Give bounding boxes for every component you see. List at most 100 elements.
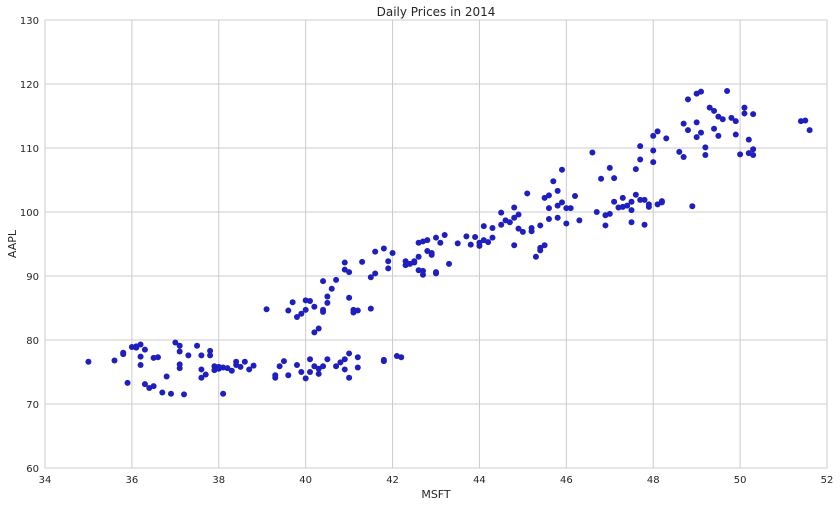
data-point xyxy=(124,379,131,386)
data-point xyxy=(684,127,691,134)
data-point xyxy=(637,143,644,150)
plot-area xyxy=(44,19,828,469)
y-tick-labels: 60 70 80 90 100 110 120 130 xyxy=(20,16,39,475)
data-point xyxy=(558,166,565,173)
data-point xyxy=(111,357,118,364)
data-point xyxy=(380,356,387,363)
data-point xyxy=(684,96,691,103)
data-point xyxy=(198,352,205,359)
x-tick-label: 46 xyxy=(560,475,573,486)
x-tick-label: 38 xyxy=(212,475,225,486)
data-point xyxy=(289,299,296,306)
data-point xyxy=(606,164,613,171)
data-point xyxy=(598,175,605,182)
data-point xyxy=(198,374,205,381)
data-point xyxy=(706,104,713,111)
data-point xyxy=(354,307,361,314)
data-point xyxy=(285,307,292,314)
data-point xyxy=(246,366,253,373)
data-point xyxy=(637,196,644,203)
data-point xyxy=(176,342,183,349)
data-point xyxy=(280,358,287,365)
data-point xyxy=(545,216,552,223)
data-point xyxy=(741,110,748,117)
data-point xyxy=(511,242,518,249)
data-point xyxy=(750,111,757,118)
data-point xyxy=(515,211,522,218)
data-point xyxy=(650,147,657,154)
data-point xyxy=(346,350,353,357)
data-point xyxy=(719,116,726,123)
y-tick-label: 70 xyxy=(26,400,39,411)
data-point xyxy=(307,369,314,375)
data-point xyxy=(624,202,631,209)
data-point xyxy=(680,153,687,160)
data-point xyxy=(137,353,144,360)
data-point xyxy=(511,214,518,221)
data-point xyxy=(611,175,618,182)
data-point xyxy=(663,135,670,142)
data-point xyxy=(446,260,453,267)
data-point xyxy=(367,305,374,312)
data-point xyxy=(341,366,348,373)
data-point xyxy=(398,354,405,361)
data-point xyxy=(220,390,227,397)
data-point xyxy=(293,313,300,320)
data-point xyxy=(476,242,483,249)
data-point xyxy=(524,190,531,197)
data-point xyxy=(207,352,214,359)
data-point xyxy=(333,363,340,370)
data-point xyxy=(359,258,366,265)
grid xyxy=(45,20,827,468)
data-point xyxy=(728,114,735,121)
data-point xyxy=(320,363,327,370)
data-point xyxy=(611,198,618,205)
data-point xyxy=(532,253,539,260)
data-point xyxy=(454,240,461,247)
data-point xyxy=(263,306,270,313)
data-point xyxy=(354,364,361,371)
data-point xyxy=(702,152,709,159)
data-point xyxy=(411,259,418,266)
data-point xyxy=(159,389,166,396)
data-point xyxy=(711,107,718,114)
data-point xyxy=(572,193,579,199)
data-point xyxy=(741,104,748,111)
data-point xyxy=(541,194,548,201)
data-point xyxy=(654,128,661,135)
x-tick-label: 48 xyxy=(647,475,660,486)
data-point xyxy=(320,308,327,315)
data-point xyxy=(176,365,183,372)
data-point xyxy=(515,225,522,232)
data-point xyxy=(511,204,518,211)
data-point xyxy=(750,152,757,159)
data-point xyxy=(302,306,309,313)
data-point xyxy=(650,159,657,166)
y-tick-label: 120 xyxy=(20,80,39,91)
data-point xyxy=(732,131,739,138)
data-point xyxy=(302,375,309,382)
x-axis-label: MSFT xyxy=(421,488,451,501)
data-point xyxy=(750,146,757,153)
data-point xyxy=(419,271,426,278)
data-point xyxy=(324,299,331,306)
data-point xyxy=(467,241,474,248)
data-point xyxy=(224,365,231,372)
data-point xyxy=(441,232,448,239)
data-point xyxy=(489,225,496,231)
data-point xyxy=(428,251,435,258)
x-tick-label: 36 xyxy=(126,475,139,486)
data-point xyxy=(415,253,422,260)
data-point xyxy=(194,342,201,349)
data-point xyxy=(372,248,379,255)
data-point xyxy=(228,367,235,374)
data-point xyxy=(341,259,348,266)
data-point xyxy=(320,278,327,285)
x-tick-labels: 34 36 38 40 42 44 46 48 50 52 xyxy=(39,475,834,486)
data-point xyxy=(711,125,718,132)
data-point xyxy=(133,344,140,351)
data-point xyxy=(433,270,439,277)
data-point xyxy=(346,269,353,276)
data-point xyxy=(650,132,657,139)
data-point xyxy=(498,209,505,216)
